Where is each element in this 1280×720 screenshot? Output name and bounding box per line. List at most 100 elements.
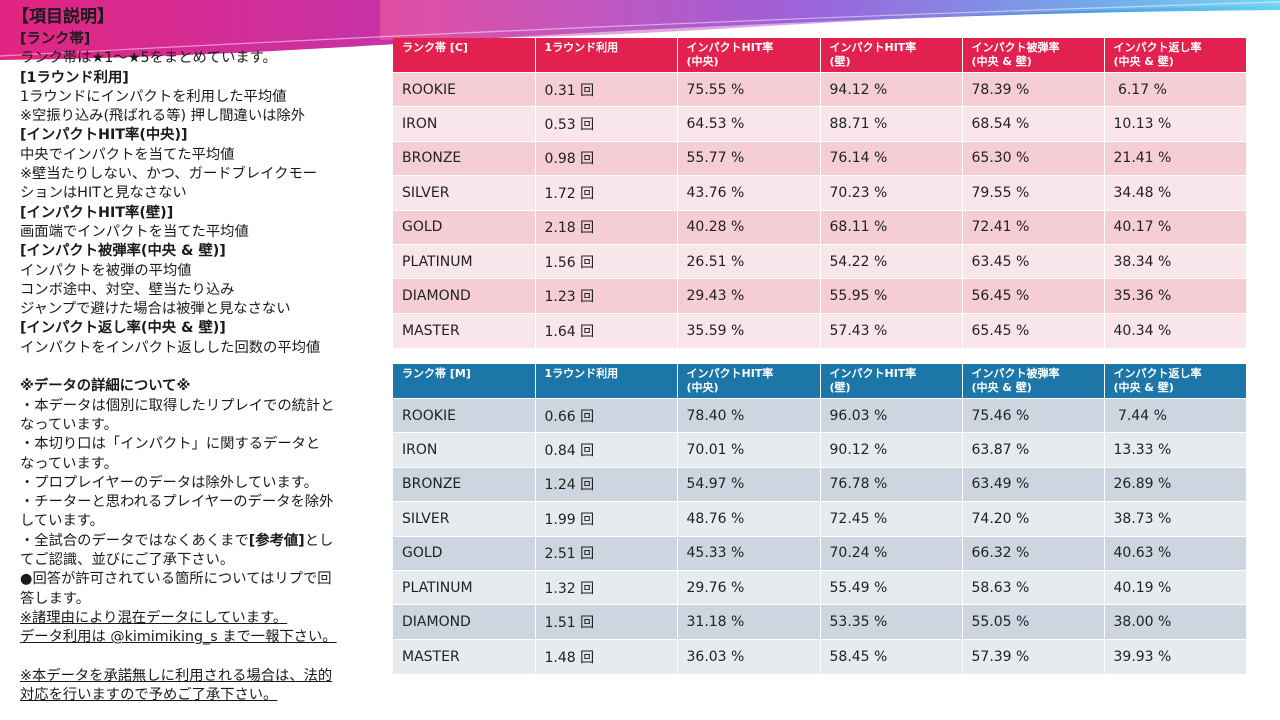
value-cell: 40.34 % <box>1104 312 1246 348</box>
rank-cell: BRONZE <box>393 466 536 502</box>
column-header: インパクトHIT率 (中央) <box>677 364 821 399</box>
value-cell: 58.45 % <box>820 638 963 674</box>
column-header-title: インパクト被弾率 <box>971 41 1060 54</box>
value-cell: 96.03 % <box>820 397 963 433</box>
legal-note-cont: 対応を行いますので予めご了承下さい。 <box>20 687 278 704</box>
value-cell: 63.49 % <box>962 466 1105 502</box>
rank-cell: GOLD <box>393 209 536 245</box>
rank-cell: DIAMOND <box>393 604 536 640</box>
value-cell: 57.43 % <box>820 312 963 348</box>
rank-cell: PLATINUM <box>393 569 536 605</box>
value-cell: 0.98 回 <box>535 140 678 176</box>
detail-item-3: ・プロプレイヤーのデータは除外しています。 <box>20 474 318 491</box>
hit-center-heading: [インパクトHIT率(中央)] <box>20 127 188 144</box>
impact-table-c: ランク帯 [C] 1ラウンド利用 インパクトHIT率 (中央) インパクトHIT率 (壁)… <box>393 38 1246 348</box>
header-decoration <box>0 0 1280 60</box>
value-cell: 2.18 回 <box>535 209 678 245</box>
rank-cell: ROOKIE <box>393 397 536 433</box>
value-cell: 40.17 % <box>1104 209 1246 245</box>
value-cell: 68.11 % <box>820 209 963 245</box>
value-cell: 1.32 回 <box>535 569 678 605</box>
table-header-row: ランク帯 [C] 1ラウンド利用 インパクトHIT率 (中央) インパクトHIT率 (壁)… <box>393 38 1246 73</box>
table-row: SILVER 1.99 回 48.76 % 72.45 % 74.20 % 38.73 % <box>393 501 1246 537</box>
value-cell: 63.45 % <box>962 243 1105 279</box>
rank-cell: IRON <box>393 106 536 142</box>
value-cell: 55.05 % <box>962 604 1105 640</box>
rank-cell: SILVER <box>393 501 536 537</box>
value-cell: 35.59 % <box>677 312 821 348</box>
value-cell: 54.22 % <box>820 243 963 279</box>
value-cell: 36.03 % <box>677 638 821 674</box>
value-cell: 1.48 回 <box>535 638 678 674</box>
detail-item-2: ・本切り口は「インパクト」に関するデータと <box>20 436 321 453</box>
column-header-subtitle: (中央 & 壁) <box>1113 381 1174 394</box>
value-cell: 1.56 回 <box>535 243 678 279</box>
detail-heading: ※データの詳細について※ <box>20 378 191 395</box>
value-cell: 78.39 % <box>962 71 1105 107</box>
table-row: GOLD 2.18 回 40.28 % 68.11 % 72.41 % 40.17 % <box>393 209 1246 245</box>
value-cell: 38.73 % <box>1104 501 1246 537</box>
spacer <box>20 358 382 377</box>
column-header-title: インパクト被弾率 <box>971 367 1060 380</box>
value-cell: 48.76 % <box>677 501 821 537</box>
rank-cell: MASTER <box>393 312 536 348</box>
column-header-title: インパクト返し率 <box>1113 41 1202 54</box>
column-header: ランク帯 [M] <box>393 364 536 399</box>
value-cell: 39.93 % <box>1104 638 1246 674</box>
value-cell: 63.87 % <box>962 432 1105 468</box>
value-cell: 79.55 % <box>962 175 1105 211</box>
detail-item-4-cont: しています。 <box>20 513 104 530</box>
value-cell: 10.13 % <box>1104 106 1246 142</box>
column-header: 1ラウンド利用 <box>535 364 678 399</box>
table-row: SILVER 1.72 回 43.76 % 70.23 % 79.55 % 34.48 % <box>393 175 1246 211</box>
value-cell: 40.19 % <box>1104 569 1246 605</box>
value-cell: 57.39 % <box>962 638 1105 674</box>
return-heading: [インパクト返し率(中央 & 壁)] <box>20 320 226 337</box>
detail-item-6-cont: 答します。 <box>20 590 91 607</box>
value-cell: 90.12 % <box>820 432 963 468</box>
column-header-subtitle: (中央 & 壁) <box>1113 55 1174 68</box>
detail-item-4: ・チーターと思われるプレイヤーのデータを除外 <box>20 494 334 511</box>
rank-cell: SILVER <box>393 175 536 211</box>
contact-note: データ利用は @kimimiking_s まで一報下さい。 <box>20 629 337 646</box>
value-cell: 43.76 % <box>677 175 821 211</box>
column-header: インパクトHIT率 (中央) <box>677 38 821 73</box>
column-header-title: 1ラウンド利用 <box>544 367 619 380</box>
value-cell: 0.84 回 <box>535 432 678 468</box>
table-row: IRON 0.84 回 70.01 % 90.12 % 63.87 % 13.33 % <box>393 432 1246 468</box>
value-cell: 88.71 % <box>820 106 963 142</box>
reference-value-label: [参考値] <box>248 532 305 549</box>
notes-title: 【項目説明】 <box>12 7 114 27</box>
value-cell: 26.51 % <box>677 243 821 279</box>
rank-cell: ROOKIE <box>393 71 536 107</box>
detail-item-5-pre: ・全試合のデータではなくあくまで <box>20 532 249 549</box>
table-row: ROOKIE 0.31 回 75.55 % 94.12 % 78.39 % 6.17 % <box>393 71 1246 107</box>
rank-cell: PLATINUM <box>393 243 536 279</box>
value-cell: 55.49 % <box>820 569 963 605</box>
value-cell: 0.31 回 <box>535 71 678 107</box>
column-header-subtitle: (壁) <box>829 55 851 68</box>
value-cell: 35.36 % <box>1104 278 1246 314</box>
hit-taken-description: インパクトを被弾の平均値 <box>20 262 192 279</box>
value-cell: 56.45 % <box>962 278 1105 314</box>
column-header-title: インパクトHIT率 <box>686 367 774 380</box>
value-cell: 38.34 % <box>1104 243 1246 279</box>
impact-table-m: ランク帯 [M] 1ラウンド利用 インパクトHIT率 (中央) インパクトHIT率 (壁)… <box>393 364 1246 674</box>
table-row: DIAMOND 1.51 回 31.18 % 53.35 % 55.05 % 38.00 … <box>393 604 1246 640</box>
value-cell: 66.32 % <box>962 535 1105 571</box>
value-cell: 58.63 % <box>962 569 1105 605</box>
value-cell: 0.53 回 <box>535 106 678 142</box>
detail-item-5-post: とし <box>304 532 334 549</box>
table-row: MASTER 1.48 回 36.03 % 58.45 % 57.39 % 39.93 % <box>393 638 1246 674</box>
value-cell: 34.48 % <box>1104 175 1246 211</box>
rank-cell: IRON <box>393 432 536 468</box>
hit-center-note-cont: ションはHITと見なさない <box>20 185 187 202</box>
value-cell: 1.72 回 <box>535 175 678 211</box>
value-cell: 26.89 % <box>1104 466 1246 502</box>
hit-taken-heading: [インパクト被弾率(中央 & 壁)] <box>20 243 226 260</box>
value-cell: 75.55 % <box>677 71 821 107</box>
column-header-title: ランク帯 [M] <box>402 367 471 380</box>
column-header: ランク帯 [C] <box>393 38 536 73</box>
value-cell: 45.33 % <box>677 535 821 571</box>
column-header-title: インパクト返し率 <box>1113 367 1202 380</box>
